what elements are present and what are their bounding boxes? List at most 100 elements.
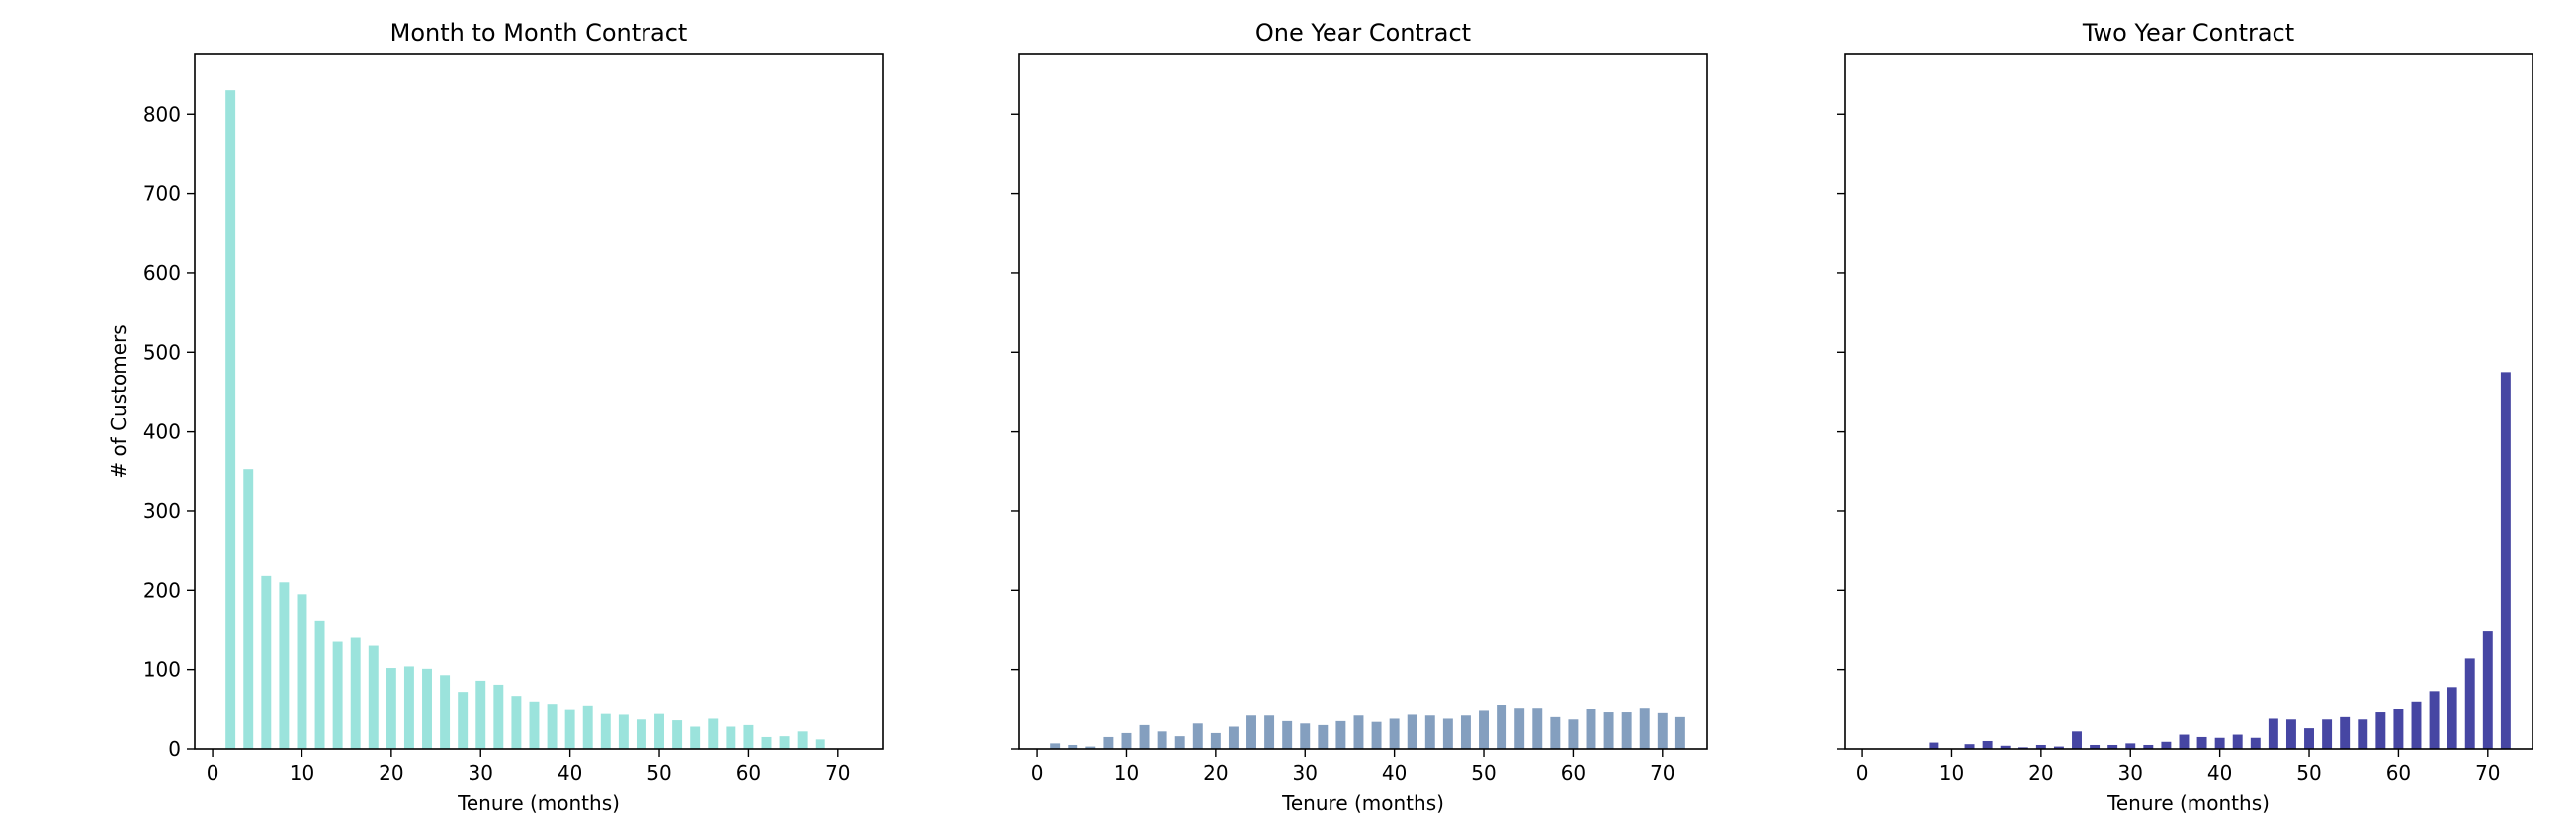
- bar: [2125, 743, 2136, 749]
- bar: [654, 713, 664, 749]
- x-tick-label: 40: [1382, 761, 1407, 785]
- bar: [815, 739, 825, 749]
- bar: [1246, 715, 1256, 749]
- bar: [582, 705, 593, 749]
- bar: [511, 696, 522, 749]
- bar: [1085, 746, 1096, 749]
- bar: [1139, 724, 1150, 749]
- x-tick-label: 70: [1650, 761, 1674, 785]
- bar: [2090, 744, 2101, 749]
- axes-frame: [194, 53, 884, 750]
- x-tick-label: 20: [379, 761, 403, 785]
- x-tick-label: 40: [558, 761, 582, 785]
- bar: [2232, 734, 2243, 749]
- x-tick-label: 10: [290, 761, 314, 785]
- chart-panel-1: 0 10 20 30 40 50 60 700100200300400500600700800…: [107, 19, 884, 815]
- x-axis-label: Tenure (months): [1281, 792, 1444, 815]
- bar: [225, 90, 236, 749]
- x-tick-label: 60: [736, 761, 761, 785]
- bar: [332, 641, 343, 749]
- axes-frame: [1018, 53, 1708, 750]
- x-tick-label: 30: [2118, 761, 2143, 785]
- x-tick-label: 70: [2475, 761, 2500, 785]
- x-tick-label: 0: [1856, 761, 1869, 785]
- x-tick-label: 50: [646, 761, 671, 785]
- bar: [600, 713, 611, 749]
- bar: [1674, 716, 1685, 749]
- bar: [2214, 737, 2225, 749]
- bar: [672, 720, 683, 749]
- bar: [2072, 731, 2082, 749]
- x-tick-label: 50: [1471, 761, 1496, 785]
- bar: [1318, 724, 1329, 749]
- bar: [1228, 726, 1239, 749]
- x-tick-label: 30: [469, 761, 493, 785]
- bar: [726, 726, 736, 749]
- bar: [547, 704, 558, 749]
- bar: [2340, 716, 2351, 749]
- bar: [1621, 712, 1632, 749]
- bar: [1371, 721, 1382, 749]
- axes-frame: [1844, 53, 2533, 750]
- y-axis-label: # of Customers: [107, 324, 130, 478]
- y-tick-label: 500: [143, 340, 181, 364]
- bar: [350, 637, 361, 749]
- bar: [440, 675, 451, 749]
- bar: [297, 594, 307, 749]
- bar: [2250, 737, 2261, 749]
- bar: [1603, 712, 1614, 749]
- bar: [2143, 744, 2154, 749]
- bar: [1068, 744, 1078, 749]
- bar: [458, 692, 469, 749]
- bar: [1657, 712, 1668, 749]
- x-tick-label: 20: [1203, 761, 1228, 785]
- bar: [1964, 744, 1975, 749]
- chart-panel-2: 0 10 20 30 40 50 60 70 One Year Contract Tenure (…: [1011, 19, 1708, 815]
- bar: [1568, 719, 1579, 749]
- bar: [2500, 372, 2511, 749]
- bar: [529, 701, 540, 749]
- bar: [403, 666, 414, 749]
- bar: [1639, 708, 1650, 749]
- bar: [1300, 723, 1311, 749]
- x-tick-label: 10: [1114, 761, 1139, 785]
- x-axis-label: Tenure (months): [457, 792, 620, 815]
- bar: [2161, 741, 2172, 749]
- bar: [243, 469, 254, 749]
- y-tick-label: 800: [143, 102, 181, 125]
- bar: [2322, 719, 2333, 749]
- bar: [2304, 728, 2314, 749]
- bar: [2196, 736, 2207, 749]
- x-tick-label: 0: [1031, 761, 1044, 785]
- y-tick-label: 300: [143, 499, 181, 523]
- bar: [422, 668, 432, 749]
- bar: [690, 726, 701, 749]
- bar: [1497, 705, 1507, 749]
- y-tick-label: 100: [143, 658, 181, 682]
- bar: [368, 645, 379, 749]
- bar: [1389, 718, 1400, 749]
- bar: [261, 575, 272, 749]
- bar: [636, 719, 646, 749]
- bar: [1929, 742, 1939, 749]
- bar: [1335, 720, 1346, 749]
- bar: [314, 620, 325, 749]
- bar: [743, 724, 754, 749]
- bar: [386, 668, 396, 749]
- bar: [2411, 701, 2422, 749]
- bar: [2000, 745, 2011, 749]
- bar: [1103, 736, 1114, 749]
- bar: [1514, 708, 1525, 749]
- bar: [1174, 736, 1185, 749]
- bar: [708, 718, 719, 749]
- bar: [1121, 732, 1132, 749]
- bar: [2107, 744, 2118, 749]
- bar: [1550, 716, 1561, 749]
- bar: [1157, 731, 1167, 749]
- x-tick-label: 50: [2296, 761, 2321, 785]
- y-tick-label: 200: [143, 578, 181, 602]
- chart-panel-3: 0 10 20 30 40 50 60 70 Two Year Contract Tenure (…: [1837, 19, 2533, 815]
- bar: [2053, 746, 2064, 749]
- x-axis-label: Tenure (months): [2106, 792, 2270, 815]
